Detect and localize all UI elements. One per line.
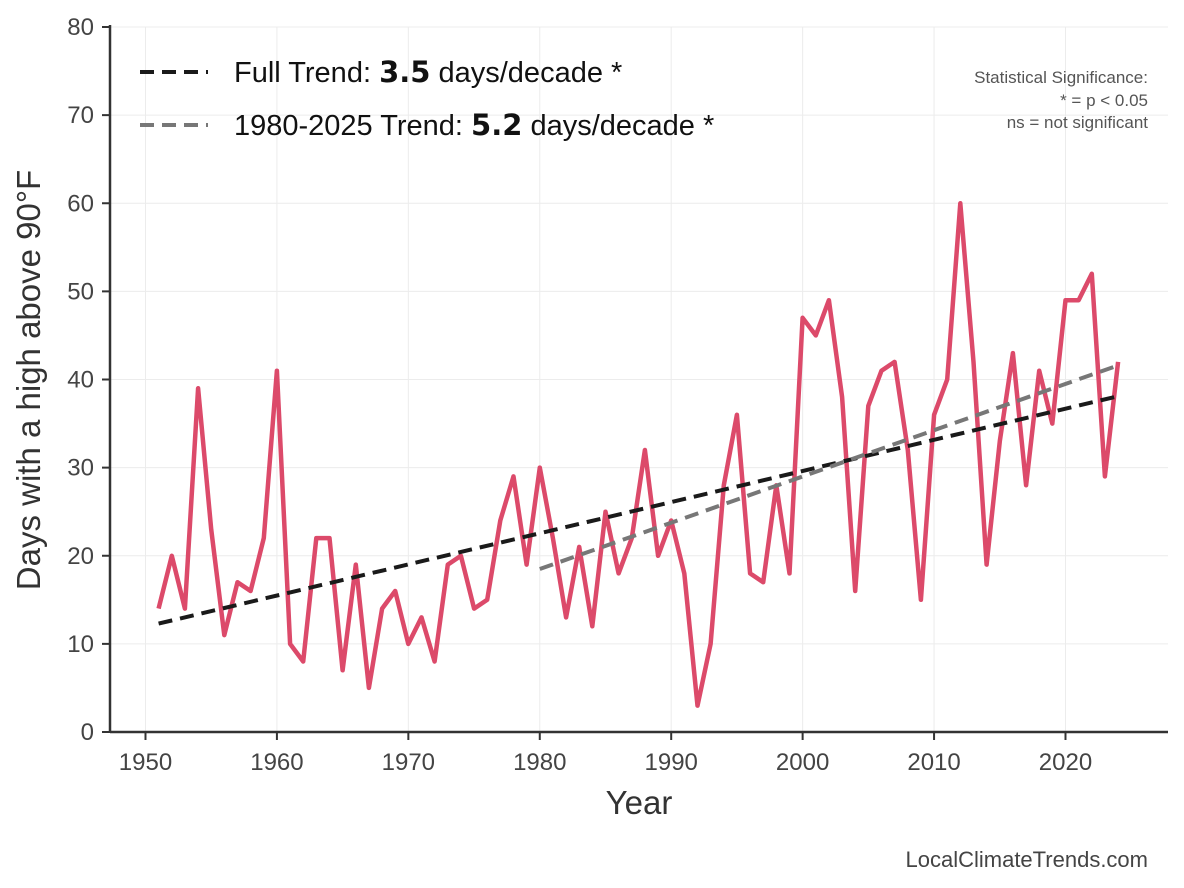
legend-prefix: Full Trend:: [234, 57, 379, 89]
legend-value: 5.2: [471, 108, 522, 142]
series-observed-days: [156, 201, 1121, 708]
x-tick-label: 1990: [645, 749, 698, 776]
y-tick-label: 50: [67, 278, 94, 305]
x-tick-label: 1950: [119, 749, 172, 776]
significance-line-3: ns = not significant: [1007, 113, 1149, 132]
y-tick-label: 30: [67, 455, 94, 482]
x-tick-label: 2020: [1039, 749, 1092, 776]
legend-value: 3.5: [379, 55, 430, 89]
y-tick-label: 40: [67, 367, 94, 394]
series-layer: [156, 201, 1121, 708]
series-recent-trend: [539, 363, 1119, 571]
site-credit: LocalClimateTrends.com: [906, 847, 1149, 872]
x-tick-label: 1960: [250, 749, 303, 776]
y-tick-label: 60: [67, 190, 94, 217]
legend: Full Trend: 3.5 days/decade * 1980-2025 …: [140, 55, 714, 142]
y-tick-label: 0: [81, 719, 94, 746]
ticks: 0 10 20 30 40 50 60 70 80 1950 1960 1970 1980 1990 200…: [67, 14, 1092, 776]
grid: [110, 26, 1168, 733]
x-tick-label: 1970: [382, 749, 435, 776]
legend-item-full-trend: Full Trend: 3.5 days/decade *: [234, 55, 622, 89]
x-tick-label: 1980: [513, 749, 566, 776]
legend-prefix: 1980-2025 Trend:: [234, 110, 471, 142]
x-tick-label: 2010: [907, 749, 960, 776]
significance-line-2: * = p < 0.05: [1060, 91, 1148, 110]
legend-suffix: days/decade *: [522, 110, 714, 142]
legend-item-recent-trend: 1980-2025 Trend: 5.2 days/decade *: [234, 108, 714, 142]
series-full-trend: [158, 394, 1119, 626]
x-tick-label: 2000: [776, 749, 829, 776]
y-tick-label: 70: [67, 102, 94, 129]
y-tick-label: 20: [67, 543, 94, 570]
legend-suffix: days/decade *: [430, 57, 622, 89]
significance-line-1: Statistical Significance:: [974, 68, 1148, 87]
x-axis-title: Year: [606, 784, 673, 821]
y-tick-label: 80: [67, 14, 94, 41]
y-axis-title: Days with a high above 90°F: [10, 170, 47, 590]
significance-note: Statistical Significance: * = p < 0.05 n…: [974, 68, 1148, 132]
y-tick-label: 10: [67, 631, 94, 658]
